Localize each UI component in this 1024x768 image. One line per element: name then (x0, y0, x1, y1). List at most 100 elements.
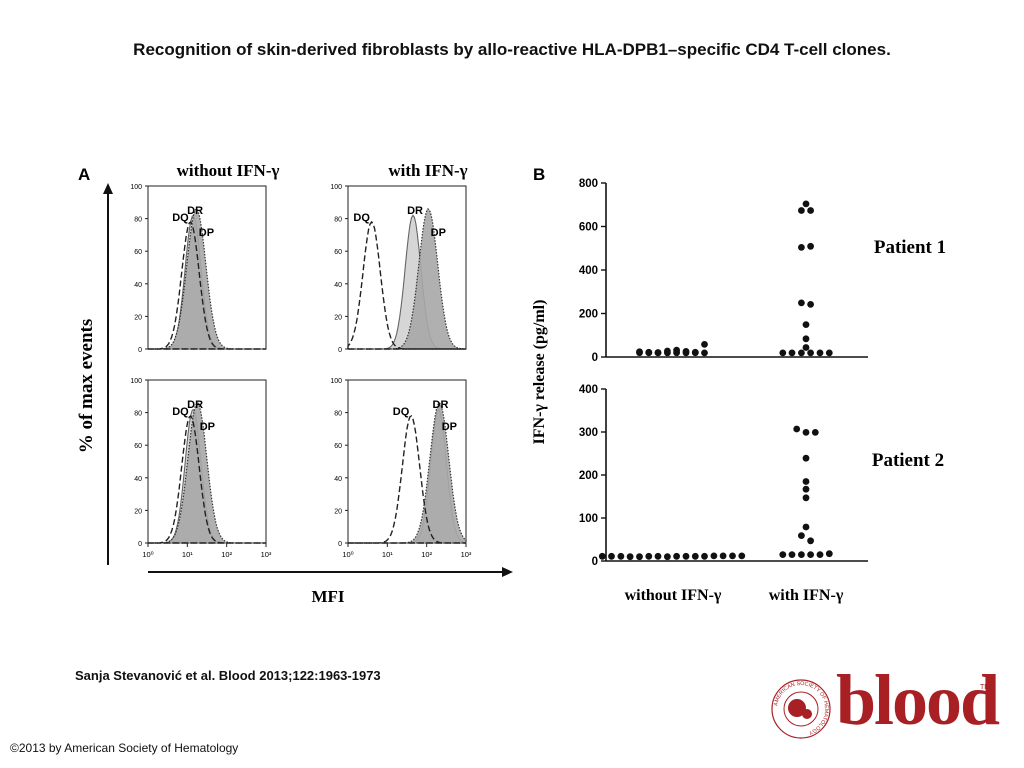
data-point (798, 244, 805, 251)
y-tick-label: 40 (134, 476, 142, 483)
x-axis-label-a: MFI (311, 587, 344, 606)
y-tick-label: 0 (338, 541, 342, 548)
y-tick-label: 80 (334, 217, 342, 224)
x-tick-label: 10³ (461, 550, 472, 559)
x-tick-label: 10⁰ (142, 550, 153, 559)
x-tick-label: 10² (221, 550, 232, 559)
patient-label: Patient 1 (874, 237, 946, 258)
y-tick-label: 40 (334, 282, 342, 289)
data-point (682, 349, 690, 357)
copyright: ©2013 by American Society of Hematology (10, 741, 239, 755)
data-point (816, 349, 824, 357)
series-label-dr: DR (407, 205, 423, 217)
y-tick-label: 800 (579, 178, 598, 190)
histogram-curve-dq (348, 415, 466, 544)
patient-label: Patient 2 (872, 450, 944, 471)
data-point (664, 347, 671, 355)
y-tick-label: 100 (130, 378, 142, 385)
data-point (802, 523, 810, 531)
y-tick-label: 100 (579, 513, 598, 525)
series-label-dq: DQ (172, 406, 189, 418)
scatter-subplot-2: 0 100 200 300 400 Patient 2 (579, 384, 944, 568)
data-point (645, 349, 653, 357)
y-tick-label: 200 (579, 470, 598, 482)
histogram-curve-dp (348, 401, 467, 544)
data-point (811, 429, 819, 436)
data-point (617, 552, 625, 560)
col-title-without: without IFN-γ (177, 161, 280, 180)
data-point (654, 552, 662, 560)
data-point (807, 349, 814, 357)
series-label-dq: DQ (353, 212, 370, 224)
data-point (798, 207, 805, 214)
data-point (825, 550, 833, 558)
x-arrowhead-a (502, 567, 513, 577)
y-tick-label: 20 (334, 508, 342, 515)
data-point (807, 207, 814, 214)
y-tick-label: 0 (138, 347, 142, 354)
y-tick-label: 400 (579, 384, 598, 396)
logo-trademark: TM (980, 684, 991, 691)
data-point (701, 341, 708, 348)
data-point (779, 349, 787, 357)
blood-logo: blood (836, 660, 1000, 740)
x-tick-label: 10⁰ (342, 550, 353, 559)
data-point (807, 537, 814, 545)
histogram-curve-dq (148, 221, 266, 350)
data-point (802, 335, 810, 343)
series-label-dr: DR (187, 205, 203, 217)
data-point (673, 552, 680, 560)
data-point (798, 551, 805, 558)
y-tick-label: 20 (134, 508, 142, 515)
series-label-dp: DP (442, 421, 457, 433)
data-point (798, 349, 805, 357)
series-label-dq: DQ (393, 406, 410, 418)
data-point (802, 429, 810, 436)
data-point (802, 485, 810, 493)
data-point (738, 552, 746, 560)
data-point (636, 349, 643, 357)
data-point (825, 349, 833, 357)
y-arrowhead-a (103, 183, 113, 194)
panel-a-letter: A (78, 165, 90, 184)
data-point (626, 553, 634, 561)
histogram-cell-r1c2: 0 20 40 60 80 100 DQ DR DP (330, 184, 467, 354)
data-point (598, 552, 606, 560)
data-point (645, 552, 653, 560)
data-point (816, 551, 824, 558)
data-point (807, 301, 814, 308)
scatter-subplot-1: 0 200 400 600 800 Patient 1 (579, 178, 946, 364)
y-tick-label: 0 (592, 556, 598, 568)
y-tick-label: 100 (330, 184, 342, 191)
x-tick-label: 10¹ (382, 550, 393, 559)
category-label-without: without IFN-γ (625, 587, 722, 604)
data-point (798, 532, 805, 539)
y-tick-label: 40 (334, 476, 342, 483)
data-point (654, 349, 662, 356)
data-point (608, 552, 615, 560)
y-tick-label: 80 (134, 411, 142, 418)
data-point (719, 552, 727, 560)
data-point (798, 299, 805, 307)
panel-a: A without IFN-γ with IFN-γ % of max even… (76, 161, 513, 606)
series-label-dq: DQ (172, 212, 189, 224)
data-point (788, 349, 796, 357)
histogram-curve-dp (348, 208, 467, 350)
y-tick-label: 100 (130, 184, 142, 191)
x-tick-label: 10³ (261, 550, 272, 559)
histogram-cell-r2c2: 0 20 40 60 80 100 10⁰ 10¹ 10² 10³ DQ DR DP (330, 378, 472, 559)
y-tick-label: 20 (134, 314, 142, 321)
data-point (636, 553, 643, 561)
society-seal-icon: AMERICAN SOCIETY OF HEMATOLOGY (771, 679, 831, 739)
panel-b-letter: B (533, 165, 545, 184)
x-tick-label: 10¹ (182, 550, 193, 559)
y-tick-label: 60 (334, 249, 342, 256)
y-axis-label-b: IFN-γ release (pg/ml) (531, 300, 548, 445)
series-label-dr: DR (187, 399, 203, 411)
figure-title: Recognition of skin-derived fibroblasts … (133, 40, 891, 59)
y-axis-label-a: % of max events (76, 319, 97, 454)
data-point (807, 242, 814, 250)
y-tick-label: 600 (579, 222, 598, 234)
